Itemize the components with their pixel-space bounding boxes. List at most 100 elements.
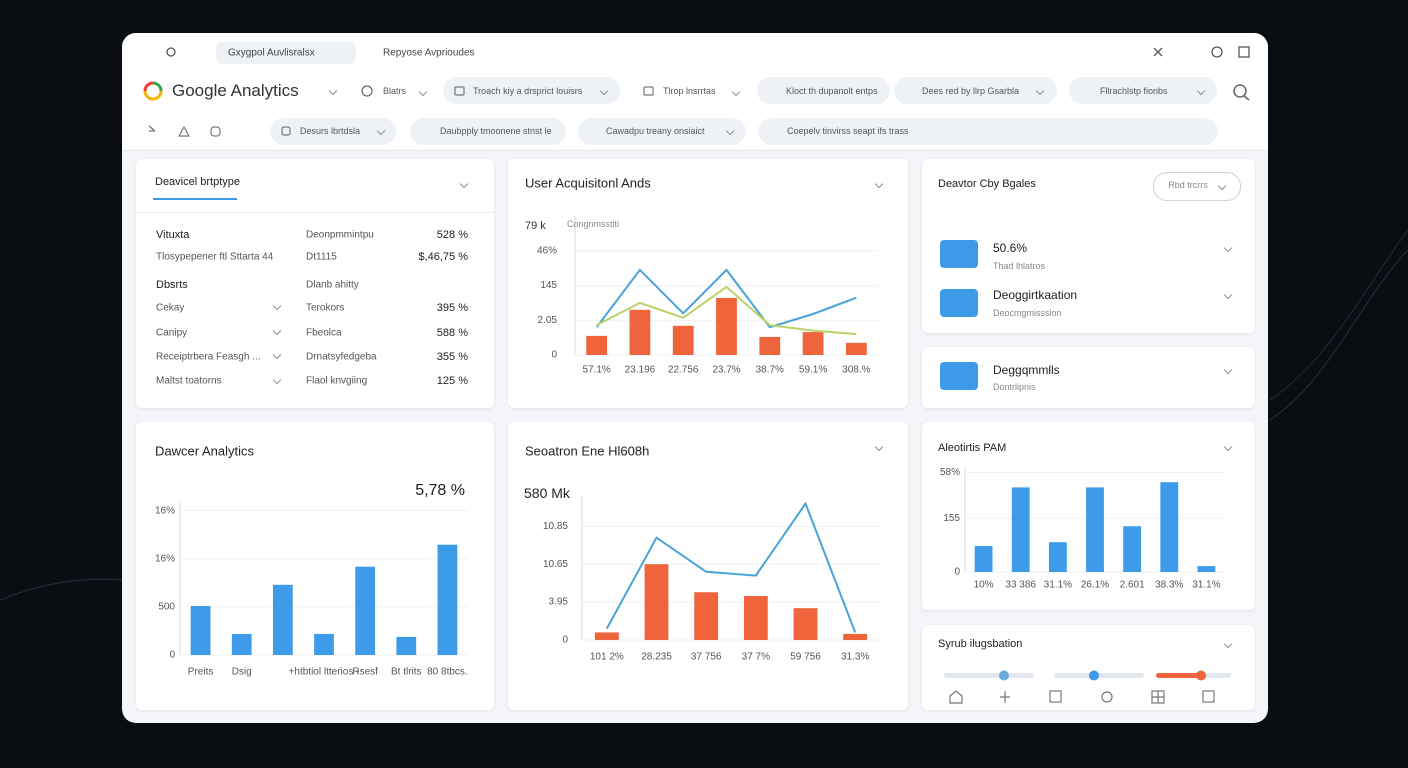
filter-pill[interactable] [578, 118, 746, 145]
bar [437, 544, 458, 655]
x-tick-label: 33 386 [1005, 580, 1036, 591]
label: Receiptrbera Feasgh ... [156, 351, 261, 363]
label: Canipy [156, 327, 188, 339]
label: 79 k [525, 220, 546, 232]
device-analytics-panel [136, 422, 494, 710]
bar [845, 342, 867, 355]
x-tick-label: Dsig [232, 667, 252, 678]
label: Repyose Avprioudes [383, 47, 475, 59]
label: 528 % [436, 229, 468, 241]
filter-pill[interactable] [270, 118, 396, 145]
filter-pill[interactable] [443, 77, 620, 104]
bar [629, 309, 651, 355]
filter-pill[interactable] [758, 118, 1218, 145]
x-tick-label: +htbtiol ltterios - [289, 667, 360, 678]
label: 395 % [436, 302, 468, 314]
slider-handle[interactable] [1196, 670, 1206, 681]
label: 580 Mk [524, 485, 570, 501]
x-tick-label: 37 7% [742, 652, 770, 663]
bar [759, 336, 781, 355]
tab-underline [153, 198, 237, 200]
y-tick-label: 145 [540, 280, 557, 291]
label: 5,78 % [415, 482, 465, 499]
filter-pill[interactable] [410, 118, 566, 145]
bar [1048, 542, 1067, 572]
line [605, 501, 857, 633]
filter-pill[interactable] [894, 77, 1057, 104]
y-tick-label: 0 [562, 635, 568, 646]
y-tick-label: 10.65 [543, 559, 568, 570]
label: Deoggirtkaation [993, 288, 1078, 302]
label: Terokors [306, 302, 345, 314]
y-tick-label: 155 [943, 513, 960, 524]
label: Daubpply tmoonene stnst le [440, 126, 552, 136]
y-tick-label: 500 [158, 602, 175, 613]
toolbar-icons [143, 46, 1250, 137]
bar [231, 633, 252, 655]
x-tick-label: 80 8tbcs. [427, 667, 468, 678]
label: 588 % [436, 327, 468, 339]
label: Dees red by llrp Gsarbla [922, 86, 1020, 96]
y-tick-label: 0 [169, 650, 175, 661]
x-tick-label: 23.7% [712, 365, 740, 376]
x-tick-label: Rsesf [352, 667, 378, 678]
bar [190, 605, 211, 655]
bar [716, 298, 737, 355]
x-tick-label: 28.235 [641, 652, 672, 663]
bar [793, 608, 818, 640]
label: Coepelv tinvirss seapt ifs trass [787, 126, 909, 136]
label: Google Analytics [172, 81, 299, 100]
filter-button[interactable] [1153, 172, 1241, 201]
bar [694, 592, 719, 640]
settings-panel [922, 625, 1255, 710]
label: Deggqmmlls [993, 363, 1060, 377]
bar [594, 632, 619, 640]
label: Dlanb ahitty [306, 279, 359, 291]
panel-title: Deavtor Cby Bgales [938, 178, 1036, 190]
label: Thad lhlatros [993, 261, 1046, 271]
slider-handle[interactable] [1089, 670, 1099, 681]
y-tick-label: 3.95 [549, 597, 569, 608]
slider-handle[interactable] [999, 670, 1009, 681]
label: Dbsrts [156, 279, 188, 291]
x-tick-label: 59.1% [799, 365, 827, 376]
y-tick-label: 0 [551, 350, 557, 361]
x-tick-label: 31.1% [1192, 580, 1220, 591]
x-tick-label: 59 756 [790, 652, 821, 663]
label: Deocmgmisssion [993, 308, 1062, 318]
x-tick-label: 23.196 [625, 365, 656, 376]
x-tick-label: 22.756 [668, 365, 699, 376]
label: Fllrachlstp fionbs [1100, 86, 1168, 96]
icon-box [940, 362, 978, 390]
icon-box [940, 240, 978, 268]
divider [136, 212, 494, 213]
label: Blatrs [383, 86, 407, 96]
label: 125 % [436, 375, 468, 387]
x-tick-label: Bt tlrits [391, 667, 422, 678]
label: Drnatsyfedgeba [306, 351, 377, 363]
close-icon[interactable] [1153, 47, 1163, 57]
bar [272, 584, 293, 655]
line [595, 268, 857, 329]
filter-pill[interactable] [757, 77, 890, 104]
active-tab[interactable] [216, 42, 356, 64]
y-tick-label: 16% [155, 505, 175, 516]
bar [1086, 487, 1104, 572]
bar [974, 546, 993, 572]
icon-box [940, 289, 978, 317]
x-tick-label: 101 2% [590, 652, 624, 663]
search-icon[interactable] [1233, 84, 1247, 98]
x-tick-label: 38.7% [756, 365, 784, 376]
label: Vituxta [156, 229, 190, 241]
label: Cekay [156, 302, 185, 314]
label: $,46,75 % [418, 251, 468, 263]
device-table-panel [136, 159, 494, 408]
label: 355 % [436, 351, 468, 363]
bar [396, 636, 417, 655]
filter-pill[interactable] [1069, 77, 1217, 104]
panel-title: Aleotirtis PAM [938, 442, 1007, 454]
bar [743, 596, 768, 640]
bar [314, 633, 334, 655]
x-tick-label: 37 756 [691, 652, 722, 663]
